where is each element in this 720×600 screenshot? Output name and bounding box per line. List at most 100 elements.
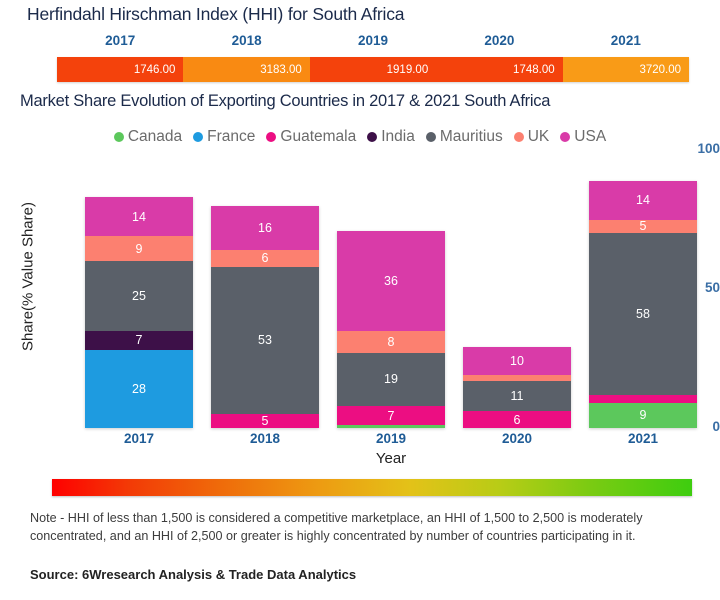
bar-segment[interactable]: 9 <box>85 236 193 262</box>
bar-segment-label: 53 <box>258 333 272 348</box>
legend-item-label: France <box>207 128 256 145</box>
legend-item-guatemala[interactable]: Guatemala <box>266 128 356 146</box>
hhi-value-segment: 1748.00 <box>436 57 563 82</box>
legend-item-india[interactable]: India <box>367 128 415 146</box>
bar-column: 7 19 8 36 <box>328 150 454 428</box>
bar-segment[interactable]: 25 <box>85 261 193 331</box>
hhi-year-label: 2021 <box>610 33 641 48</box>
legend-item-label: Guatemala <box>280 128 357 145</box>
bar-segment[interactable]: 7 <box>337 405 445 426</box>
bar-segment-label: 5 <box>639 219 647 234</box>
bar-segment[interactable]: 14 <box>85 197 193 237</box>
bar-segment[interactable]: 14 <box>589 180 697 220</box>
bar-segment-label: 10 <box>510 354 524 369</box>
bar-segment[interactable]: 7 <box>85 330 193 351</box>
bar-segment-label: 9 <box>639 408 647 423</box>
legend-item-mauritius[interactable]: Mauritius <box>425 128 503 146</box>
legend-swatch-icon <box>513 132 524 142</box>
stacked-bar[interactable]: 6 11 10 <box>463 347 571 428</box>
bar-segment[interactable]: 19 <box>337 352 445 406</box>
hhi-value-segment: 1919.00 <box>309 57 437 82</box>
bar-segment-label: 7 <box>387 408 395 423</box>
concentration-gradient-bar <box>52 479 692 496</box>
x-axis-tick-label: 2017 <box>123 431 155 446</box>
x-axis-tick-label: 2021 <box>627 431 659 446</box>
y-axis-title: Share(% Value Share) <box>19 202 37 351</box>
legend-item-label: USA <box>574 128 607 145</box>
bar-segment[interactable]: 36 <box>337 230 445 331</box>
bar-segment[interactable]: 53 <box>211 266 319 415</box>
hhi-value-segment: 1746.00 <box>57 57 184 82</box>
bar-segment[interactable]: 5 <box>211 414 319 428</box>
bar-segment-label: 6 <box>261 251 269 266</box>
bar-segment-label: 14 <box>636 193 650 208</box>
bar-segment[interactable]: 9 <box>589 402 697 428</box>
stacked-bar[interactable]: 28 7 25 9 14 <box>85 197 193 428</box>
legend-swatch-icon <box>266 132 277 142</box>
legend-swatch-icon <box>113 132 124 142</box>
legend-item-uk[interactable]: UK <box>513 128 550 146</box>
bar-segment-label: 5 <box>261 414 269 428</box>
legend-swatch-icon <box>425 132 436 142</box>
stacked-bar[interactable]: 5 53 6 16 <box>211 205 319 428</box>
bar-segment-label: 9 <box>135 241 143 256</box>
hhi-year-label: 2019 <box>357 33 389 48</box>
bar-segment-label: 6 <box>513 412 521 427</box>
bar-segment[interactable]: 5 <box>589 219 697 234</box>
bar-segment[interactable]: 28 <box>85 350 193 428</box>
legend-item-label: Mauritius <box>439 128 503 145</box>
legend-item-usa[interactable]: USA <box>560 128 606 146</box>
bar-column: 6 11 10 <box>454 150 580 428</box>
hhi-year-labels: 2017 2018 2019 2020 2021 <box>57 33 689 53</box>
bar-column: 9 58 5 14 <box>580 150 706 428</box>
bar-segment-label: 19 <box>384 372 398 387</box>
bar-segment-label: 25 <box>132 288 146 303</box>
stacked-bars: 28 7 25 9 14 5 53 6 16 7 19 8 36 6 11 10 9 58 5 14 <box>76 150 706 428</box>
legend-item-label: Canada <box>127 128 183 145</box>
bar-segment-label: 28 <box>132 382 146 397</box>
legend-swatch-icon <box>560 132 571 142</box>
bar-segment-label: 58 <box>636 307 650 322</box>
legend-item-canada[interactable]: Canada <box>113 128 183 146</box>
bar-segment-label: 11 <box>510 389 524 404</box>
bar-segment-label: 14 <box>132 209 146 224</box>
legend-item-france[interactable]: France <box>193 128 255 146</box>
bar-segment[interactable]: 10 <box>463 347 571 376</box>
bar-segment-label: 36 <box>384 273 398 288</box>
bar-segment[interactable]: 16 <box>211 205 319 251</box>
hhi-year-label: 2020 <box>484 33 515 48</box>
y-axis-tick-label: 0 <box>712 419 720 434</box>
bar-segment[interactable] <box>337 425 445 428</box>
bar-segment-label: 8 <box>387 334 395 349</box>
y-axis-tick-label: 100 <box>697 141 720 156</box>
legend-swatch-icon <box>193 132 204 142</box>
hhi-title: Herfindahl Hirschman Index (HHI) for Sou… <box>27 4 405 24</box>
bar-segment-label: 7 <box>135 333 143 348</box>
hhi-year-label: 2018 <box>231 33 262 48</box>
chart-legend: Canada France Guatemala India Mauritius UK USA <box>0 128 720 146</box>
x-axis-ticks: 2017 2018 2019 2020 2021 <box>76 431 706 446</box>
hhi-value-segment: 3183.00 <box>183 57 310 82</box>
bar-segment[interactable]: 6 <box>463 411 571 428</box>
bar-segment[interactable]: 8 <box>337 330 445 353</box>
hhi-value-segment: 3720.00 <box>562 57 690 82</box>
hhi-year-label: 2017 <box>105 33 136 48</box>
bar-column: 5 53 6 16 <box>202 150 328 428</box>
legend-item-label: UK <box>527 128 550 145</box>
x-axis-tick-label: 2020 <box>501 431 533 446</box>
bar-segment[interactable]: 6 <box>211 250 319 267</box>
legend-swatch-icon <box>367 132 378 142</box>
stacked-bar[interactable]: 7 19 8 36 <box>337 230 445 428</box>
x-axis-title: Year <box>375 450 407 467</box>
stacked-bar[interactable]: 9 58 5 14 <box>589 180 697 428</box>
bar-segment[interactable]: 11 <box>463 380 571 412</box>
x-axis-tick-label: 2018 <box>249 431 281 446</box>
footnote-text: Note - HHI of less than 1,500 is conside… <box>30 511 643 543</box>
plot-area: Share(% Value Share) 0 50 100 28 7 25 9 14 5 53 6… <box>0 141 720 470</box>
bar-segment[interactable] <box>463 375 571 381</box>
bar-segment-label: 16 <box>258 220 272 235</box>
bar-segment[interactable] <box>589 394 697 403</box>
bar-segment[interactable]: 58 <box>589 233 697 395</box>
source-text: Source: 6Wresearch Analysis & Trade Data… <box>30 567 357 582</box>
